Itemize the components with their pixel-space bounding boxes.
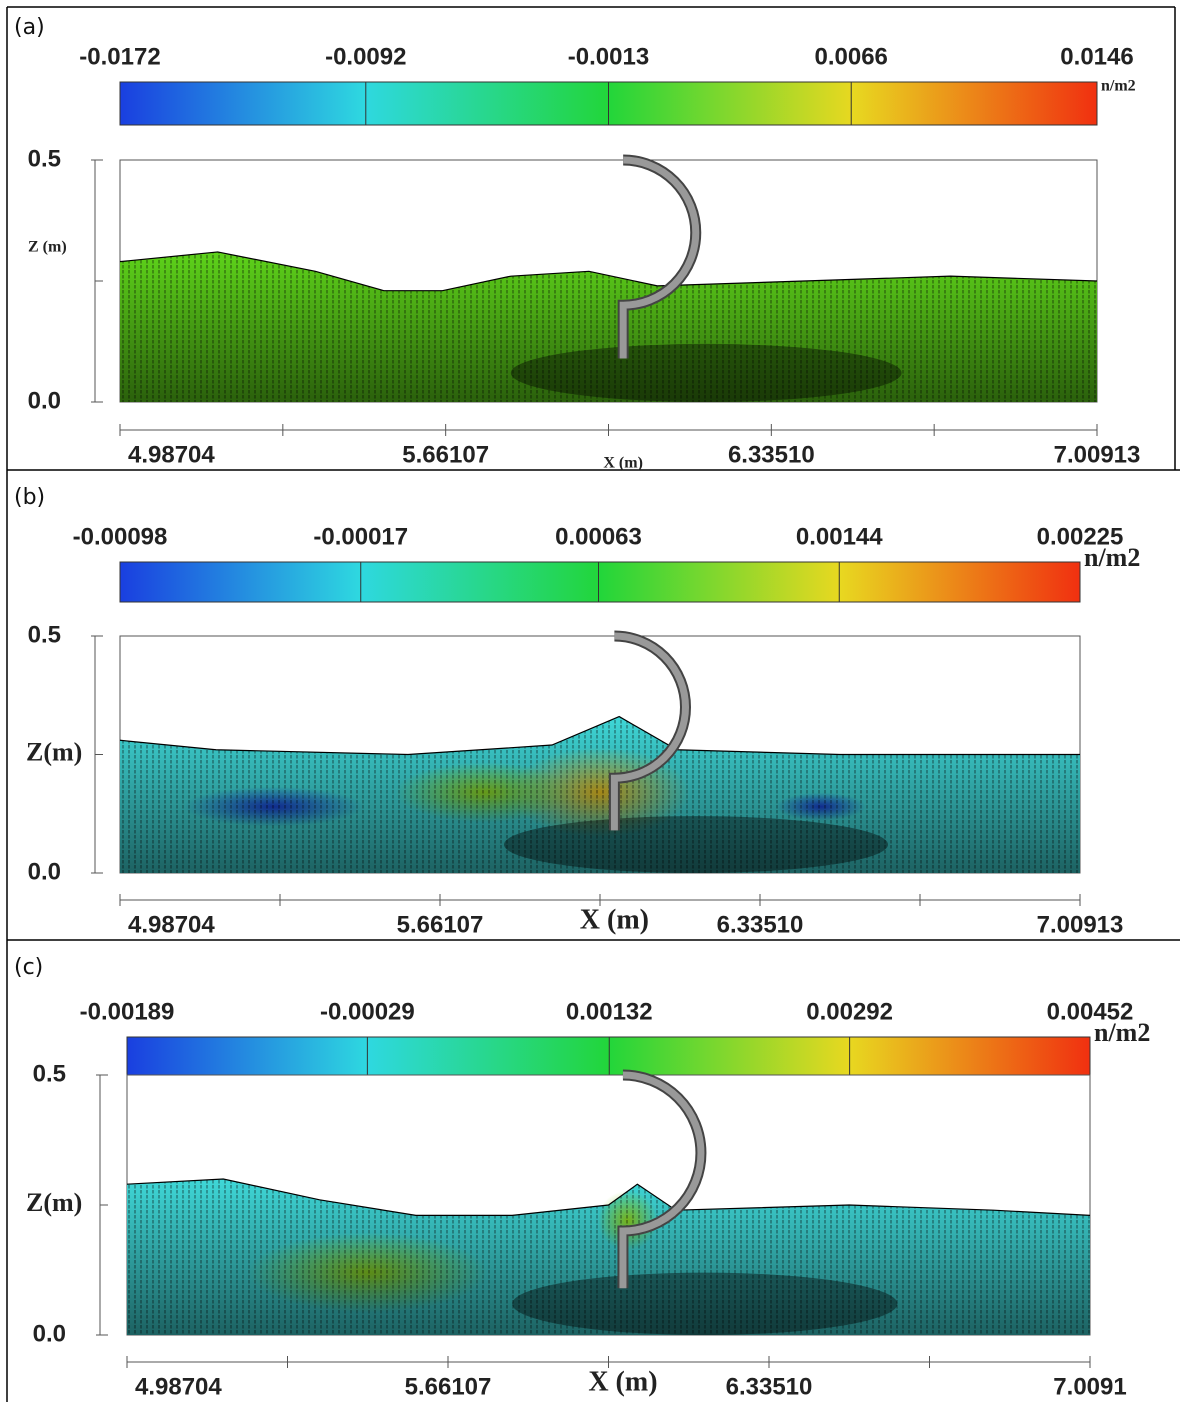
surface: [126, 1178, 1091, 1217]
y-axis-label: Z (m): [28, 239, 67, 256]
y-tick-label: 0.5: [28, 145, 61, 172]
x-tick-label: 6.33510: [717, 911, 804, 938]
vector-shade: [120, 251, 1097, 402]
x-axis-label: X (m): [580, 904, 649, 935]
panel-label: (c): [14, 955, 43, 980]
colorbar-tick-label: 0.0066: [815, 43, 888, 70]
x-tick-label: 5.66107: [397, 911, 484, 938]
panel-label: (b): [14, 485, 45, 510]
x-axis-label: X (m): [588, 1366, 657, 1397]
vortex: [504, 816, 888, 873]
colorbar: [119, 561, 1081, 603]
x-tick-label: 4.98704: [128, 911, 215, 938]
colorbar-tick-label: 0.00452: [1047, 998, 1134, 1025]
colorbar-unit: n/m2: [1094, 1018, 1150, 1047]
y-tick-label: 0.0: [28, 858, 61, 885]
colorbar-tick-label: -0.0013: [568, 43, 649, 70]
x-tick-label: 6.33510: [728, 441, 815, 468]
surface: [119, 715, 1080, 756]
vortex: [510, 343, 902, 402]
y-axis-label: Z(m): [26, 737, 82, 766]
x-tick-label: 5.66107: [402, 441, 489, 468]
x-axis-label: X (m): [603, 455, 643, 472]
x-tick-label: 6.33510: [726, 1373, 813, 1400]
y-tick-label: 0.0: [28, 387, 61, 414]
y-tick-label: 0.0: [33, 1320, 66, 1347]
panel-label: (a): [14, 15, 45, 40]
x-tick-label: 4.98704: [135, 1373, 222, 1400]
y-tick-label: 0.5: [33, 1060, 66, 1087]
x-tick-label: 7.00913: [1037, 911, 1124, 938]
colorbar-tick-label: -0.0172: [79, 43, 160, 70]
colorbar-tick-label: 0.00292: [806, 998, 893, 1025]
vector-shade: [127, 1179, 1090, 1335]
frame: [6, 6, 1180, 1402]
wall: [619, 1071, 705, 1289]
colorbar-tick-label: -0.00098: [73, 523, 168, 550]
x-tick-label: 4.98704: [128, 441, 215, 468]
colorbar-unit: n/m2: [1101, 78, 1136, 95]
colorbar-tick-label: -0.00017: [313, 523, 408, 550]
colorbar-tick-label: 0.00063: [555, 523, 642, 550]
surface: [119, 251, 1098, 292]
y-tick-label: 0.5: [28, 621, 61, 648]
x-tick-label: 5.66107: [405, 1373, 492, 1400]
wall: [610, 632, 689, 831]
colorbar-tick-label: -0.0092: [325, 43, 406, 70]
colorbar-tick-label: -0.00189: [80, 998, 175, 1025]
colorbar-tick-label: -0.00029: [320, 998, 415, 1025]
colorbar-tick-label: 0.00144: [796, 523, 883, 550]
colorbar-tick-label: 0.00132: [566, 998, 653, 1025]
vector-shade: [120, 716, 1080, 873]
vortex: [512, 1272, 898, 1336]
colorbar-tick-label: 0.00225: [1037, 523, 1124, 550]
colorbar-unit: n/m2: [1084, 543, 1140, 572]
colorbar-tick-label: 0.0146: [1060, 43, 1133, 70]
x-tick-label: 7.00913: [1054, 441, 1141, 468]
y-axis-label: Z(m): [26, 1188, 82, 1217]
x-tick-label: 7.0091: [1053, 1373, 1126, 1400]
colorbar: [126, 1036, 1091, 1078]
wall: [619, 156, 700, 359]
